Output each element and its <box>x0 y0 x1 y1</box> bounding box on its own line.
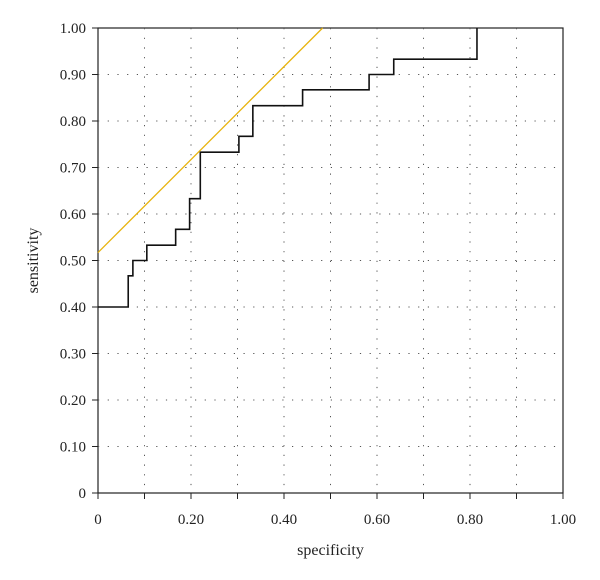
x-tick-label: 1.00 <box>550 512 576 528</box>
tick-labels-layer: 0 0.20 0.40 0.60 0.80 1.00 0 0.10 0.20 0.30 0.40 0.… <box>60 21 576 528</box>
y-tick-label: 0.10 <box>60 440 86 456</box>
x-tick-label: 0.80 <box>457 512 483 528</box>
reference-line <box>97 27 324 254</box>
y-tick-label: 0.30 <box>60 347 86 363</box>
grid-layer <box>98 28 563 493</box>
y-tick-label: 0.50 <box>60 254 86 270</box>
y-tick-label: 0 <box>79 486 87 502</box>
y-axis-label: sensitivity <box>25 228 42 294</box>
ticks-layer <box>92 27 564 499</box>
plot-frame <box>97 27 564 494</box>
y-tick-label: 0.60 <box>60 207 86 223</box>
x-tick-label: 0.60 <box>364 512 390 528</box>
y-tick-label: 0.80 <box>60 114 86 130</box>
y-tick-label: 0.40 <box>60 300 86 316</box>
x-tick-label: 0 <box>94 512 102 528</box>
y-tick-label: 0.70 <box>60 161 86 177</box>
y-tick-label: 0.20 <box>60 393 86 409</box>
y-tick-label: 1.00 <box>60 21 86 37</box>
y-tick-label: 0.90 <box>60 68 86 84</box>
roc-step-curve <box>98 28 478 308</box>
x-tick-label: 0.20 <box>178 512 204 528</box>
x-tick-label: 0.40 <box>271 512 297 528</box>
x-axis-label: specificity <box>297 542 364 559</box>
series-layer <box>97 27 478 308</box>
